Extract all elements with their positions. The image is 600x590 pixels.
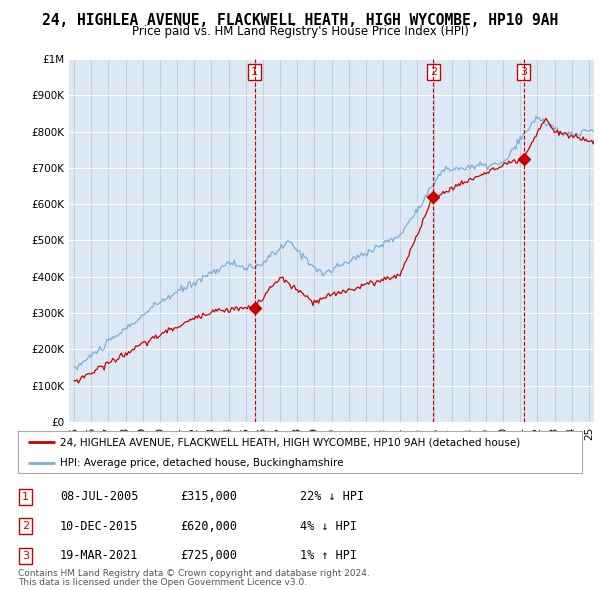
Text: Price paid vs. HM Land Registry's House Price Index (HPI): Price paid vs. HM Land Registry's House … xyxy=(131,25,469,38)
Text: 3: 3 xyxy=(520,67,527,77)
Text: 1: 1 xyxy=(22,492,29,502)
Text: 10-DEC-2015: 10-DEC-2015 xyxy=(60,520,139,533)
Text: 2: 2 xyxy=(430,67,437,77)
Text: 3: 3 xyxy=(22,551,29,560)
Text: 24, HIGHLEA AVENUE, FLACKWELL HEATH, HIGH WYCOMBE, HP10 9AH: 24, HIGHLEA AVENUE, FLACKWELL HEATH, HIG… xyxy=(42,13,558,28)
Text: 08-JUL-2005: 08-JUL-2005 xyxy=(60,490,139,503)
Text: 19-MAR-2021: 19-MAR-2021 xyxy=(60,549,139,562)
Text: 4% ↓ HPI: 4% ↓ HPI xyxy=(300,520,357,533)
Text: 22% ↓ HPI: 22% ↓ HPI xyxy=(300,490,364,503)
Text: Contains HM Land Registry data © Crown copyright and database right 2024.: Contains HM Land Registry data © Crown c… xyxy=(18,569,370,578)
Text: This data is licensed under the Open Government Licence v3.0.: This data is licensed under the Open Gov… xyxy=(18,578,307,587)
Text: HPI: Average price, detached house, Buckinghamshire: HPI: Average price, detached house, Buck… xyxy=(60,458,344,467)
Text: £315,000: £315,000 xyxy=(180,490,237,503)
Text: £725,000: £725,000 xyxy=(180,549,237,562)
Text: £620,000: £620,000 xyxy=(180,520,237,533)
Text: 1% ↑ HPI: 1% ↑ HPI xyxy=(300,549,357,562)
Text: 2: 2 xyxy=(22,522,29,531)
Text: 1: 1 xyxy=(251,67,258,77)
Text: 24, HIGHLEA AVENUE, FLACKWELL HEATH, HIGH WYCOMBE, HP10 9AH (detached house): 24, HIGHLEA AVENUE, FLACKWELL HEATH, HIG… xyxy=(60,437,521,447)
